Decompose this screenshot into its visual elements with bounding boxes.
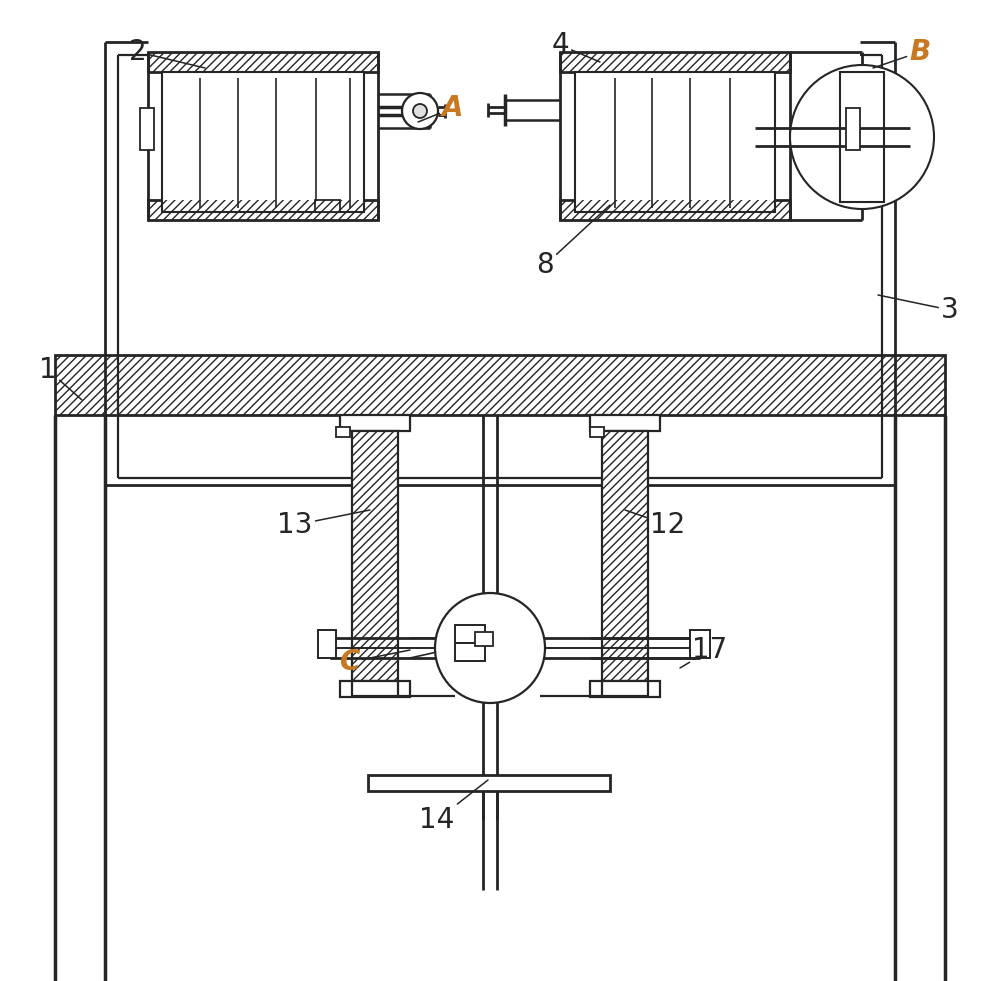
Text: A: A [418,94,464,122]
Bar [336,427,350,437]
Text: 12: 12 [625,510,686,539]
Bar [148,200,378,220]
Text: 13: 13 [277,510,370,539]
Bar [455,625,485,643]
Bar [475,632,493,646]
Bar [590,427,604,437]
Bar [575,72,775,212]
Bar [148,52,378,72]
Bar [560,200,790,220]
Text: 1: 1 [39,356,82,400]
Bar [352,431,398,681]
Bar [340,415,410,431]
Bar [148,52,378,72]
Text: C: C [340,648,410,676]
Bar [340,681,410,697]
Text: 4: 4 [551,31,600,62]
Bar [318,630,336,658]
Bar [690,630,710,658]
Text: 8: 8 [536,205,610,279]
Bar [352,431,398,681]
Bar [840,72,884,202]
Bar [140,108,154,150]
Bar [602,431,648,681]
Text: B: B [873,38,931,68]
Bar [560,52,790,72]
Bar [455,643,485,661]
Bar [560,52,790,72]
Circle shape [413,104,427,118]
Text: 14: 14 [419,780,488,834]
Bar [368,775,610,791]
Bar [55,355,945,415]
Text: 2: 2 [129,38,205,68]
Bar [148,200,378,220]
Bar [602,431,648,681]
Text: 3: 3 [878,295,959,324]
Bar [590,681,660,697]
Bar [55,355,945,415]
Circle shape [435,593,545,703]
Text: 17: 17 [680,636,728,668]
Bar [846,108,860,150]
Bar [560,200,790,220]
Circle shape [402,93,438,129]
Bar [162,72,364,212]
Circle shape [790,65,934,209]
Bar [590,415,660,431]
Bar [315,200,340,212]
